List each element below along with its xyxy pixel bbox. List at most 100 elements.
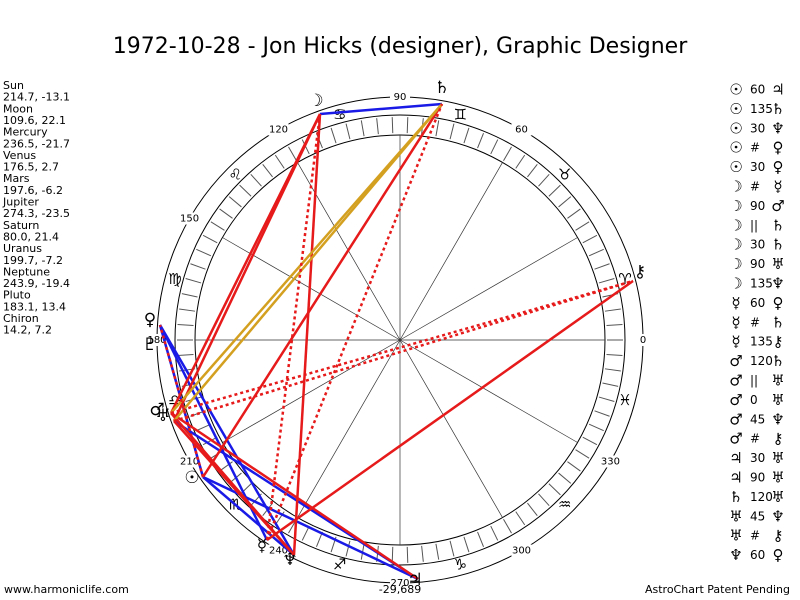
aspect-planet: ☽ bbox=[729, 255, 742, 273]
aspect-angle: 0 bbox=[750, 393, 758, 407]
planet-glyph: ☿ bbox=[257, 536, 267, 556]
planet-coords: 176.5, 2.7 bbox=[3, 161, 59, 174]
planet-name: Venus bbox=[3, 149, 36, 162]
ring-tick bbox=[503, 146, 512, 161]
ring-tick bbox=[606, 353, 623, 357]
planet-name: Moon bbox=[3, 102, 33, 115]
ring-tick bbox=[435, 543, 440, 560]
aspect-angle: || bbox=[750, 218, 758, 232]
degree-label: 270 bbox=[390, 578, 409, 589]
line bbox=[201, 103, 444, 478]
ring-tick bbox=[477, 133, 485, 149]
ring-tick bbox=[463, 127, 470, 144]
ring-tick bbox=[527, 502, 538, 517]
planet-coords: 80.0, 21.4 bbox=[3, 231, 59, 244]
spoke bbox=[399, 339, 578, 443]
aspect-planet: ☉ bbox=[729, 100, 742, 118]
aspect-angle: 90 bbox=[750, 199, 765, 213]
aspect-planet: ♂ bbox=[729, 352, 742, 370]
ring-tick bbox=[538, 173, 550, 187]
label-bg bbox=[390, 91, 410, 103]
planet-glyph: ♀ bbox=[144, 310, 156, 330]
line bbox=[172, 113, 322, 422]
aspect-planet: ☉ bbox=[729, 139, 742, 157]
ring-tick bbox=[376, 118, 379, 135]
aspect-planet: ♅ bbox=[771, 488, 784, 506]
line bbox=[170, 411, 419, 581]
aspect-planet: ☽ bbox=[729, 197, 742, 215]
ring-tick bbox=[490, 525, 499, 541]
aspect-planet: ♃ bbox=[771, 81, 784, 99]
aspect-planet: ☿ bbox=[731, 313, 740, 331]
sign-glyph: ♓ bbox=[618, 391, 631, 409]
ring-tick bbox=[181, 293, 198, 298]
aspect-planet: ♆ bbox=[771, 507, 784, 525]
spoke bbox=[297, 339, 401, 518]
planet-name: Mars bbox=[3, 172, 30, 185]
planet-glyph: ♇ bbox=[142, 335, 157, 355]
aspect-planet: ☽ bbox=[729, 236, 742, 254]
ring-tick bbox=[177, 323, 194, 327]
ring-tick bbox=[274, 154, 285, 169]
spoke bbox=[222, 339, 401, 443]
label-bg bbox=[179, 455, 200, 468]
aspect-planet: ♅ bbox=[729, 527, 742, 545]
ring-tick bbox=[196, 248, 212, 257]
line bbox=[265, 103, 444, 541]
ring-tick bbox=[503, 519, 512, 534]
aspect-planet: ♄ bbox=[771, 313, 784, 331]
ring-tick bbox=[463, 536, 470, 553]
aspect-planet: ♆ bbox=[771, 410, 784, 428]
planet-name: Pluto bbox=[3, 289, 31, 302]
aspect-angle: 90 bbox=[750, 257, 765, 271]
spoke bbox=[399, 162, 503, 341]
aspect-angle: # bbox=[750, 141, 760, 155]
aspect-angle: 135 bbox=[750, 335, 773, 349]
line bbox=[170, 279, 634, 415]
aspect-angle: 45 bbox=[750, 412, 765, 426]
aspect-planet: ♆ bbox=[729, 546, 742, 564]
aspect-planet: ♀ bbox=[773, 294, 784, 312]
planet-name: Chiron bbox=[3, 312, 39, 325]
degree-label: 240 bbox=[269, 545, 288, 556]
aspect-angle: 120 bbox=[750, 354, 773, 368]
label-bg bbox=[147, 334, 167, 346]
aspect-lines bbox=[158, 102, 634, 581]
aspect-angle: # bbox=[750, 315, 760, 329]
ring-tick bbox=[567, 461, 581, 472]
line bbox=[319, 102, 443, 116]
ring-tick bbox=[594, 410, 610, 417]
planet-name: Uranus bbox=[3, 242, 42, 255]
ring-tick bbox=[406, 546, 409, 563]
ring-tick bbox=[582, 436, 598, 446]
ring-tick bbox=[575, 221, 590, 231]
sign-glyph: ♐ bbox=[333, 556, 346, 574]
aspect-planet: ♂ bbox=[729, 372, 742, 390]
ring-tick bbox=[219, 208, 233, 219]
degree-label: 90 bbox=[394, 92, 407, 103]
aspect-planet: ☿ bbox=[731, 333, 740, 351]
aspect-planet: ♄ bbox=[771, 216, 784, 234]
footer-left: www.harmoniclife.com bbox=[4, 583, 129, 596]
aspect-angle: 135 bbox=[750, 277, 773, 291]
ring-tick bbox=[538, 493, 550, 507]
ring-tick bbox=[330, 127, 337, 144]
aspect-planet: ☽ bbox=[729, 275, 742, 293]
planet-glyph: ♂ bbox=[149, 400, 164, 420]
planet-name: Neptune bbox=[3, 265, 50, 278]
sign-glyph: ♊ bbox=[454, 105, 467, 123]
ring-tick bbox=[594, 263, 610, 270]
planet-name: Mercury bbox=[3, 126, 48, 139]
ring-tick bbox=[196, 423, 212, 432]
aspect-planet: ♂ bbox=[729, 410, 742, 428]
aspect-angle: 90 bbox=[750, 471, 765, 485]
ring-tick bbox=[588, 423, 604, 432]
sign-glyph: ♌ bbox=[229, 166, 242, 184]
aspect-planet: ☉ bbox=[729, 119, 742, 137]
planet-coords: 197.6, -6.2 bbox=[3, 184, 63, 197]
ring-tick bbox=[202, 234, 218, 244]
aspect-angle: 60 bbox=[750, 83, 765, 97]
ring-tick bbox=[490, 139, 499, 155]
ring-tick bbox=[449, 540, 455, 557]
